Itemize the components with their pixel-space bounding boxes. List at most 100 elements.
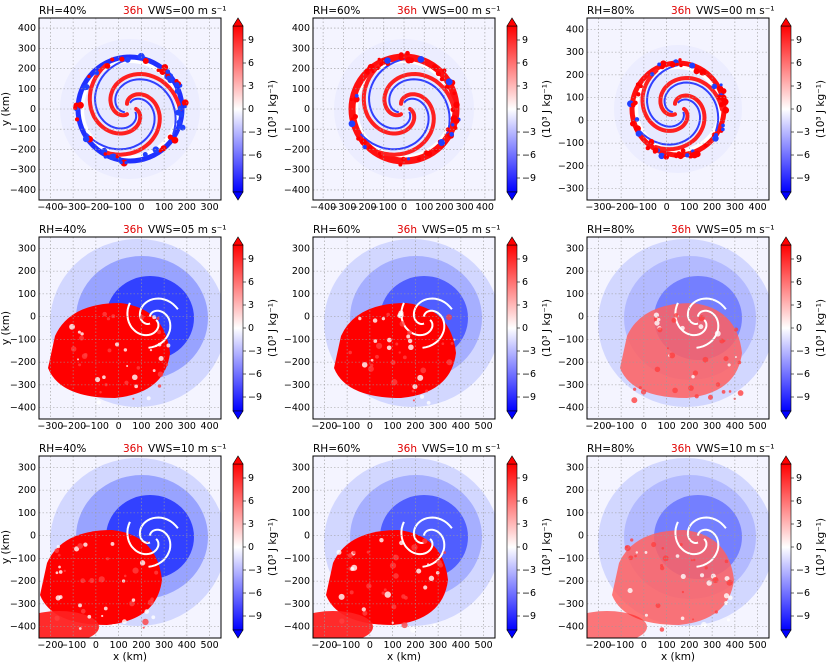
x-tick-label: 300 <box>429 640 447 651</box>
colorbar-bottom-extend <box>506 191 518 201</box>
colorbar-tick-label: 6 <box>248 496 254 507</box>
x-tick-label: 100 <box>415 202 433 213</box>
colorbar-tick-label: 0 <box>796 542 802 553</box>
y-tick-label: −400 <box>558 622 584 633</box>
y-tick-label: 100 <box>292 508 310 519</box>
colorbar-tick-label: 6 <box>248 58 254 69</box>
panel-3: −300−200−100 0 100 200 300 4004003002001000−1… <box>558 5 827 213</box>
x-tick-label: 100 <box>110 640 128 651</box>
y-tick-label: 400 <box>18 23 36 34</box>
colorbar-tick-label: 9 <box>522 254 528 265</box>
colorbar-tick-label: −3 <box>248 565 262 576</box>
x-tick-label: 0 <box>367 421 373 432</box>
colorbar-top-extend <box>506 236 518 246</box>
x-tick-label: 200 <box>680 640 698 651</box>
colorbar-tick-label: −9 <box>248 611 262 622</box>
x-tick-label: 100 <box>658 640 676 651</box>
colorbar-label: (10³ J kg⁻¹) <box>815 80 827 138</box>
x-tick-label: −100 <box>334 421 360 432</box>
x-tick-labels: −300−200−100 0 100 200 300 400 <box>585 202 766 213</box>
colorbar-tick-label: −3 <box>522 127 536 138</box>
colorbar-tick-label: 0 <box>522 104 528 115</box>
colorbar-tick-label: −6 <box>248 588 262 599</box>
colorbar-label: (10³ J kg⁻¹) <box>541 299 553 357</box>
vws-label: VWS=10 m s⁻¹ <box>148 443 227 455</box>
y-tick-labels: 300 200 100 0 −100 −200 −300 −400 <box>284 243 310 413</box>
x-tick-label: 200 <box>680 421 698 432</box>
heatmap-field <box>313 458 495 638</box>
y-tick-label: 200 <box>292 266 310 277</box>
colorbar: 9 6 3 0 −3 −6 −9 (10³ J kg⁻¹) <box>780 17 827 201</box>
panel-5: −200−100 0 100 200 300 400 5003002001000−100−2… <box>284 224 553 432</box>
y-tick-label: −400 <box>284 185 310 196</box>
colorbar-tick-label: 9 <box>248 254 254 265</box>
x-tick-label: −200 <box>608 202 634 213</box>
y-tick-label: −200 <box>558 161 584 172</box>
heatmap-field <box>614 45 742 173</box>
x-tick-label: 500 <box>749 421 767 432</box>
x-tick-label: −300 <box>60 202 86 213</box>
vws-label: VWS=10 m s⁻¹ <box>422 443 501 455</box>
y-tick-label: 0 <box>30 312 36 323</box>
colorbar-tick-label: 9 <box>796 473 802 484</box>
colorbar: 9 6 3 0 −3 −6 −9 (10³ J kg⁻¹) <box>232 455 279 639</box>
colorbar-tick-label: 0 <box>248 104 254 115</box>
gridlines <box>39 237 221 419</box>
y-tick-label: 300 <box>566 243 584 254</box>
colorbar-tick-label: −3 <box>796 346 810 357</box>
y-tick-label: −400 <box>10 403 36 414</box>
y-tick-label: 200 <box>566 70 584 81</box>
colorbar-tick-label: −3 <box>248 127 262 138</box>
y-tick-label: 0 <box>30 531 36 542</box>
y-tick-label: −200 <box>284 357 310 368</box>
y-tick-label: 200 <box>292 64 310 75</box>
colorbar-label: (10³ J kg⁻¹) <box>815 518 827 576</box>
y-tick-label: 0 <box>578 531 584 542</box>
colorbar-bottom-extend <box>506 629 518 639</box>
colorbar-tick-label: 0 <box>248 542 254 553</box>
x-tick-label: 200 <box>703 202 721 213</box>
y-tick-label: 100 <box>566 289 584 300</box>
y-tick-labels: 300 200 100 0 −100 −200 −300 −400 <box>10 462 36 632</box>
plot-frame <box>312 455 496 639</box>
x-tick-label: 300 <box>703 640 721 651</box>
y-tick-label: −400 <box>284 403 310 414</box>
x-tick-label: −200 <box>83 202 109 213</box>
x-tick-labels: −200−100 0 100 200 300 400 500 <box>311 421 492 432</box>
y-tick-label: 300 <box>292 43 310 54</box>
colorbar-bottom-extend <box>780 191 792 201</box>
x-tick-label: 200 <box>155 421 173 432</box>
x-tick-label: 500 <box>475 421 493 432</box>
y-tick-label: 300 <box>292 462 310 473</box>
heatmap-field <box>324 239 495 407</box>
y-tick-label: −100 <box>10 124 36 135</box>
vws-label: VWS=00 m s⁻¹ <box>148 5 227 17</box>
colorbar-tick-label: 9 <box>796 35 802 46</box>
y-tick-label: −100 <box>10 553 36 564</box>
y-tick-label: 200 <box>18 485 36 496</box>
x-tick-label: −100 <box>631 202 657 213</box>
y-tick-label: 100 <box>566 508 584 519</box>
y-tick-label: −100 <box>284 124 310 135</box>
colorbar-body <box>780 25 792 193</box>
y-tick-labels: 300 200 100 0 −100 −200 −300 −400 <box>284 462 310 632</box>
x-axis-label: x (km) <box>387 651 421 663</box>
x-tick-label: 300 <box>456 202 474 213</box>
x-tick-label: −100 <box>371 202 397 213</box>
x-tick-label: 300 <box>155 640 173 651</box>
y-tick-labels: 400 300 200 100 0 −100 −200 −300 <box>558 24 584 194</box>
gridlines <box>39 456 221 638</box>
colorbar-bottom-extend <box>232 410 244 420</box>
colorbar-tick-label: −9 <box>796 173 810 184</box>
colorbar: 9 6 3 0 −3 −6 −9 (10³ J kg⁻¹) <box>232 17 279 201</box>
rh-label: RH=60% <box>313 5 360 17</box>
x-tick-label: 400 <box>749 202 767 213</box>
y-tick-label: −300 <box>558 184 584 195</box>
y-tick-label: 300 <box>566 462 584 473</box>
x-tick-label: −200 <box>37 640 63 651</box>
colorbar-top-extend <box>780 17 792 27</box>
time-label: 36h <box>671 443 691 455</box>
plot-frame <box>38 455 222 639</box>
gridlines <box>313 18 495 200</box>
colorbar-body <box>506 25 518 193</box>
